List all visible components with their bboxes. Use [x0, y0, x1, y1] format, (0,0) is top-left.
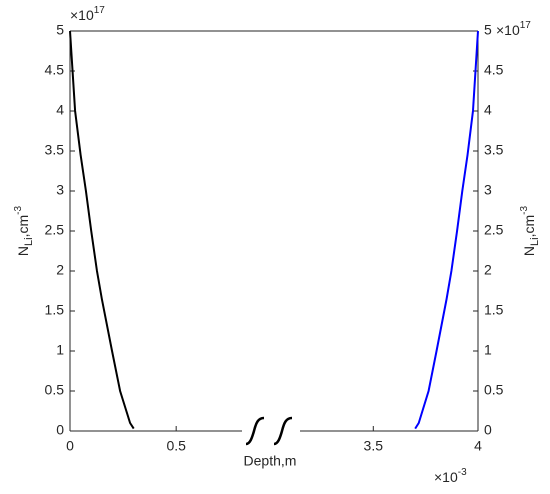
data-line: [69, 30, 135, 430]
y2-tick-label: 3: [484, 182, 492, 198]
y-tick-label: 3.5: [45, 142, 65, 158]
label-base: N: [521, 246, 537, 256]
label-text: ,cm: [521, 215, 537, 238]
label-text: ,cm: [15, 215, 31, 238]
x-tick-label: 3.5: [364, 438, 384, 454]
x-multiplier: ×10-3: [434, 467, 467, 485]
y2-tick-label: 4.5: [484, 62, 504, 78]
label-sub: Li: [23, 237, 35, 246]
x-tick-label: 0.5: [166, 438, 186, 454]
y2-tick-label: 5: [484, 22, 492, 38]
y2-tick-label: 2.5: [484, 222, 504, 238]
y-tick-label: 5: [56, 22, 64, 38]
mult-base: ×10: [70, 7, 94, 23]
y2-axis-label: NLi,cm-3: [519, 205, 541, 256]
data-line: [414, 30, 479, 430]
axis-break: [245, 416, 265, 446]
y-tick-label: 4.5: [45, 62, 65, 78]
mult-base: ×10: [496, 22, 520, 38]
y2-tick-label: 1: [484, 342, 492, 358]
y2-tick-label: 1.5: [484, 302, 504, 318]
y-tick-label: 2: [56, 262, 64, 278]
y2-tick-label: 3.5: [484, 142, 504, 158]
y-tick-label: 3: [56, 182, 64, 198]
y-tick-label: 1.5: [45, 302, 65, 318]
y-tick-label: 0: [56, 422, 64, 438]
y2-multiplier: ×1017: [496, 20, 531, 38]
y2-tick-label: 0.5: [484, 382, 504, 398]
mult-exp: 17: [94, 5, 106, 16]
y-tick-label: 4: [56, 102, 64, 118]
y-multiplier: ×1017: [70, 5, 105, 23]
mult-exp: -3: [458, 467, 467, 478]
axis-break: [273, 416, 293, 446]
mult-exp: 17: [520, 20, 532, 31]
x-axis-label: Depth,m: [244, 453, 297, 469]
y-tick-label: 1: [56, 342, 64, 358]
label-sub: Li: [529, 237, 541, 246]
label-base: N: [15, 246, 31, 256]
x-tick-label: 4: [474, 438, 482, 454]
y-tick-label: 0.5: [45, 382, 65, 398]
y-axis-label: NLi,cm-3: [13, 205, 35, 256]
y2-tick-label: 4: [484, 102, 492, 118]
label-sup: -3: [519, 205, 530, 214]
y-tick-label: 2.5: [45, 222, 65, 238]
y2-tick-label: 2: [484, 262, 492, 278]
x-tick-label: 0: [66, 438, 74, 454]
mult-base: ×10: [434, 469, 458, 485]
y2-tick-label: 0: [484, 422, 492, 438]
label-sup: -3: [13, 205, 24, 214]
